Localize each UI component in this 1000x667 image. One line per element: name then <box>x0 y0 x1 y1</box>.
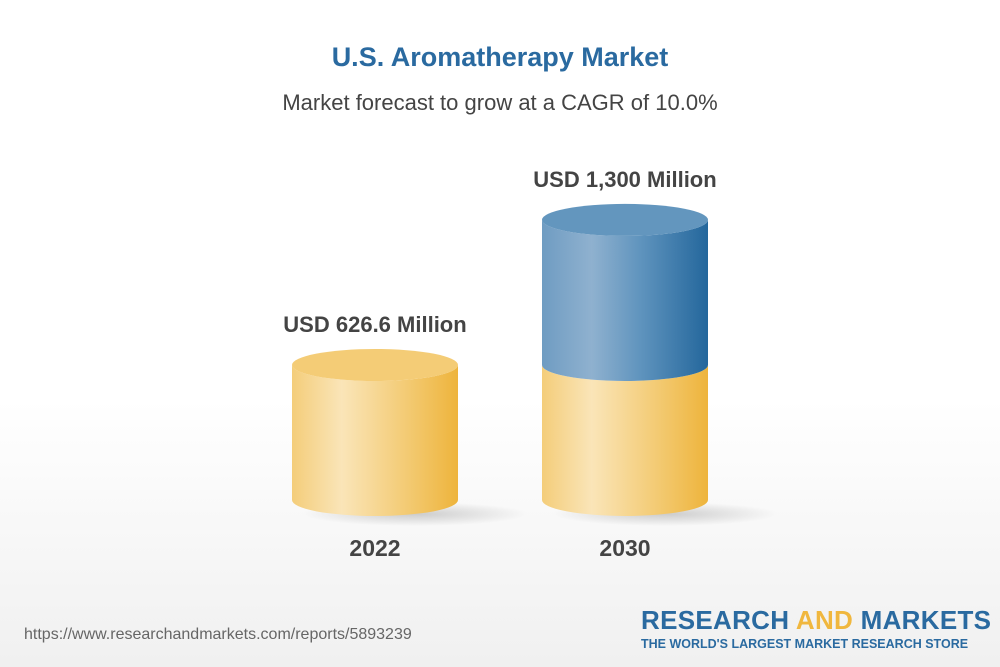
source-url[interactable]: https://www.researchandmarkets.com/repor… <box>24 626 412 643</box>
bar-top-2022 <box>292 349 458 381</box>
bar-growth-segment-2030 <box>542 219 708 381</box>
bar-base-segment-2022 <box>292 365 458 516</box>
category-label-2022: 2022 <box>349 535 400 561</box>
bar-base-segment-2030 <box>542 365 708 516</box>
cylinder-chart: USD 626.6 Million USD 1,300 Million 2022… <box>283 167 778 561</box>
chart-title: U.S. Aromatherapy Market <box>331 42 669 72</box>
bar-top-2030 <box>542 203 708 236</box>
data-label-2022: USD 626.6 Million <box>283 312 466 337</box>
logo-text: RESEARCH <box>641 605 796 635</box>
logo-text: MARKETS <box>853 605 992 635</box>
research-and-markets-logo: RESEARCH AND MARKETS THE WORLD'S LARGEST… <box>641 605 991 651</box>
chart-subtitle: Market forecast to grow at a CAGR of 10.… <box>282 90 718 115</box>
data-label-2030: USD 1,300 Million <box>533 167 716 192</box>
category-label-2030: 2030 <box>599 535 650 561</box>
logo-text-and: AND <box>795 605 854 635</box>
logo-tagline: THE WORLD'S LARGEST MARKET RESEARCH STOR… <box>641 637 969 651</box>
